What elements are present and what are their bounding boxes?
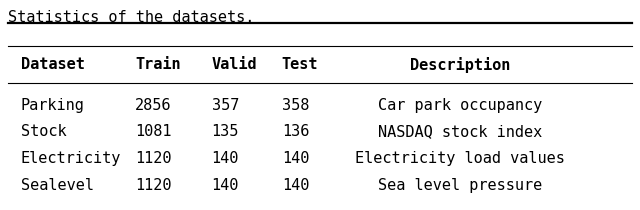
Text: 1081: 1081 xyxy=(135,125,172,139)
Text: Electricity: Electricity xyxy=(20,151,121,166)
Text: NASDAQ stock index: NASDAQ stock index xyxy=(378,125,542,139)
Text: 135: 135 xyxy=(212,125,239,139)
Text: Description: Description xyxy=(410,56,510,73)
Text: 140: 140 xyxy=(212,178,239,193)
Text: Stock: Stock xyxy=(20,125,66,139)
Text: Electricity load values: Electricity load values xyxy=(355,151,565,166)
Text: Parking: Parking xyxy=(20,97,84,113)
Text: 140: 140 xyxy=(282,178,309,193)
Text: 2856: 2856 xyxy=(135,97,172,113)
Text: Train: Train xyxy=(135,57,181,72)
Text: 140: 140 xyxy=(282,151,309,166)
Text: Sealevel: Sealevel xyxy=(20,178,93,193)
Text: Statistics of the datasets.: Statistics of the datasets. xyxy=(8,10,254,25)
Text: 136: 136 xyxy=(282,125,309,139)
Text: 1120: 1120 xyxy=(135,178,172,193)
Text: 358: 358 xyxy=(282,97,309,113)
Text: 140: 140 xyxy=(212,151,239,166)
Text: Sea level pressure: Sea level pressure xyxy=(378,178,542,193)
Text: Test: Test xyxy=(282,57,318,72)
Text: 1120: 1120 xyxy=(135,151,172,166)
Text: Dataset: Dataset xyxy=(20,57,84,72)
Text: 357: 357 xyxy=(212,97,239,113)
Text: Valid: Valid xyxy=(212,57,257,72)
Text: Car park occupancy: Car park occupancy xyxy=(378,97,542,113)
